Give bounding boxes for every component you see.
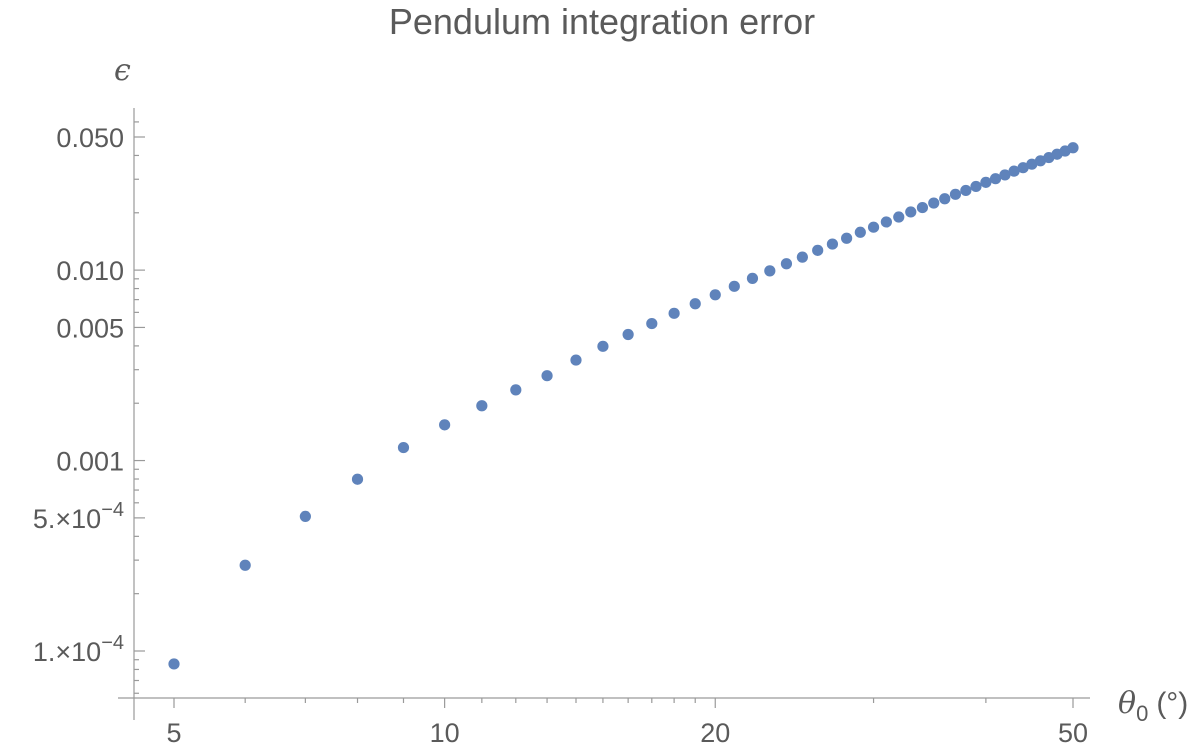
y-tick-label: 0.005 <box>56 313 124 343</box>
y-tick-label: 0.001 <box>56 447 124 477</box>
data-point <box>905 206 917 218</box>
data-point <box>1017 162 1029 174</box>
x-axis-label-subscript: 0 <box>1136 701 1148 726</box>
y-axis-label: ϵ <box>114 53 131 88</box>
data-point <box>980 176 992 188</box>
svg-text:θ0(°): θ0 (°) <box>1118 686 1188 726</box>
data-point <box>510 384 522 396</box>
data-point <box>439 419 451 431</box>
data-point <box>939 193 951 205</box>
data-point <box>299 510 311 523</box>
data-point <box>854 226 866 238</box>
data-point <box>646 317 658 330</box>
data-point <box>541 370 553 382</box>
x-axis-label: θ0 (°) <box>1118 686 1188 726</box>
data-point <box>397 441 410 454</box>
x-tick-label: 50 <box>1058 718 1088 747</box>
data-point <box>728 280 740 292</box>
data-point <box>812 244 824 256</box>
data-point <box>746 272 759 284</box>
x-tick-label: 5 <box>166 718 181 747</box>
data-point <box>168 658 180 670</box>
data-point <box>689 298 701 310</box>
data-point <box>1026 158 1038 170</box>
data-point <box>989 173 1002 185</box>
data-point <box>867 221 880 233</box>
data-point <box>949 188 962 200</box>
data-point <box>916 201 929 214</box>
axes <box>118 108 1090 720</box>
data-point <box>1034 155 1047 167</box>
y-tick-label: 0.010 <box>56 256 124 286</box>
x-tick-label: 20 <box>700 718 730 747</box>
y-tick-label: 5.×10−4 <box>33 499 124 534</box>
data-point <box>1067 142 1079 154</box>
data-points <box>168 142 1079 670</box>
data-point <box>796 251 808 263</box>
data-point <box>351 473 364 485</box>
chart-title: Pendulum integration error <box>389 1 815 42</box>
data-point <box>893 211 905 223</box>
y-tick-label: 1.×10−4 <box>33 632 124 667</box>
data-point <box>709 289 721 301</box>
data-point <box>764 265 776 277</box>
x-tick-label: 10 <box>430 718 460 747</box>
data-point <box>970 180 982 193</box>
data-point <box>928 197 940 209</box>
data-point <box>1008 165 1020 177</box>
data-point <box>841 232 853 244</box>
data-point <box>668 307 680 319</box>
data-point <box>960 184 972 197</box>
data-point <box>239 559 251 571</box>
x-axis-label-unit: (°) <box>1156 687 1188 720</box>
data-point <box>476 400 488 412</box>
x-axis-label-symbol: θ <box>1118 686 1136 721</box>
ticks: 5 10 20 50 1.×10−4 5.×10−4 0.001 0.005 0.010 0.05… <box>33 121 1088 747</box>
data-point <box>622 328 634 341</box>
data-point <box>570 354 582 366</box>
data-point <box>826 238 839 250</box>
data-point <box>780 258 793 270</box>
data-point <box>999 169 1011 181</box>
y-tick-label: 0.050 <box>56 123 124 153</box>
data-point <box>880 216 892 228</box>
data-point <box>597 340 609 352</box>
